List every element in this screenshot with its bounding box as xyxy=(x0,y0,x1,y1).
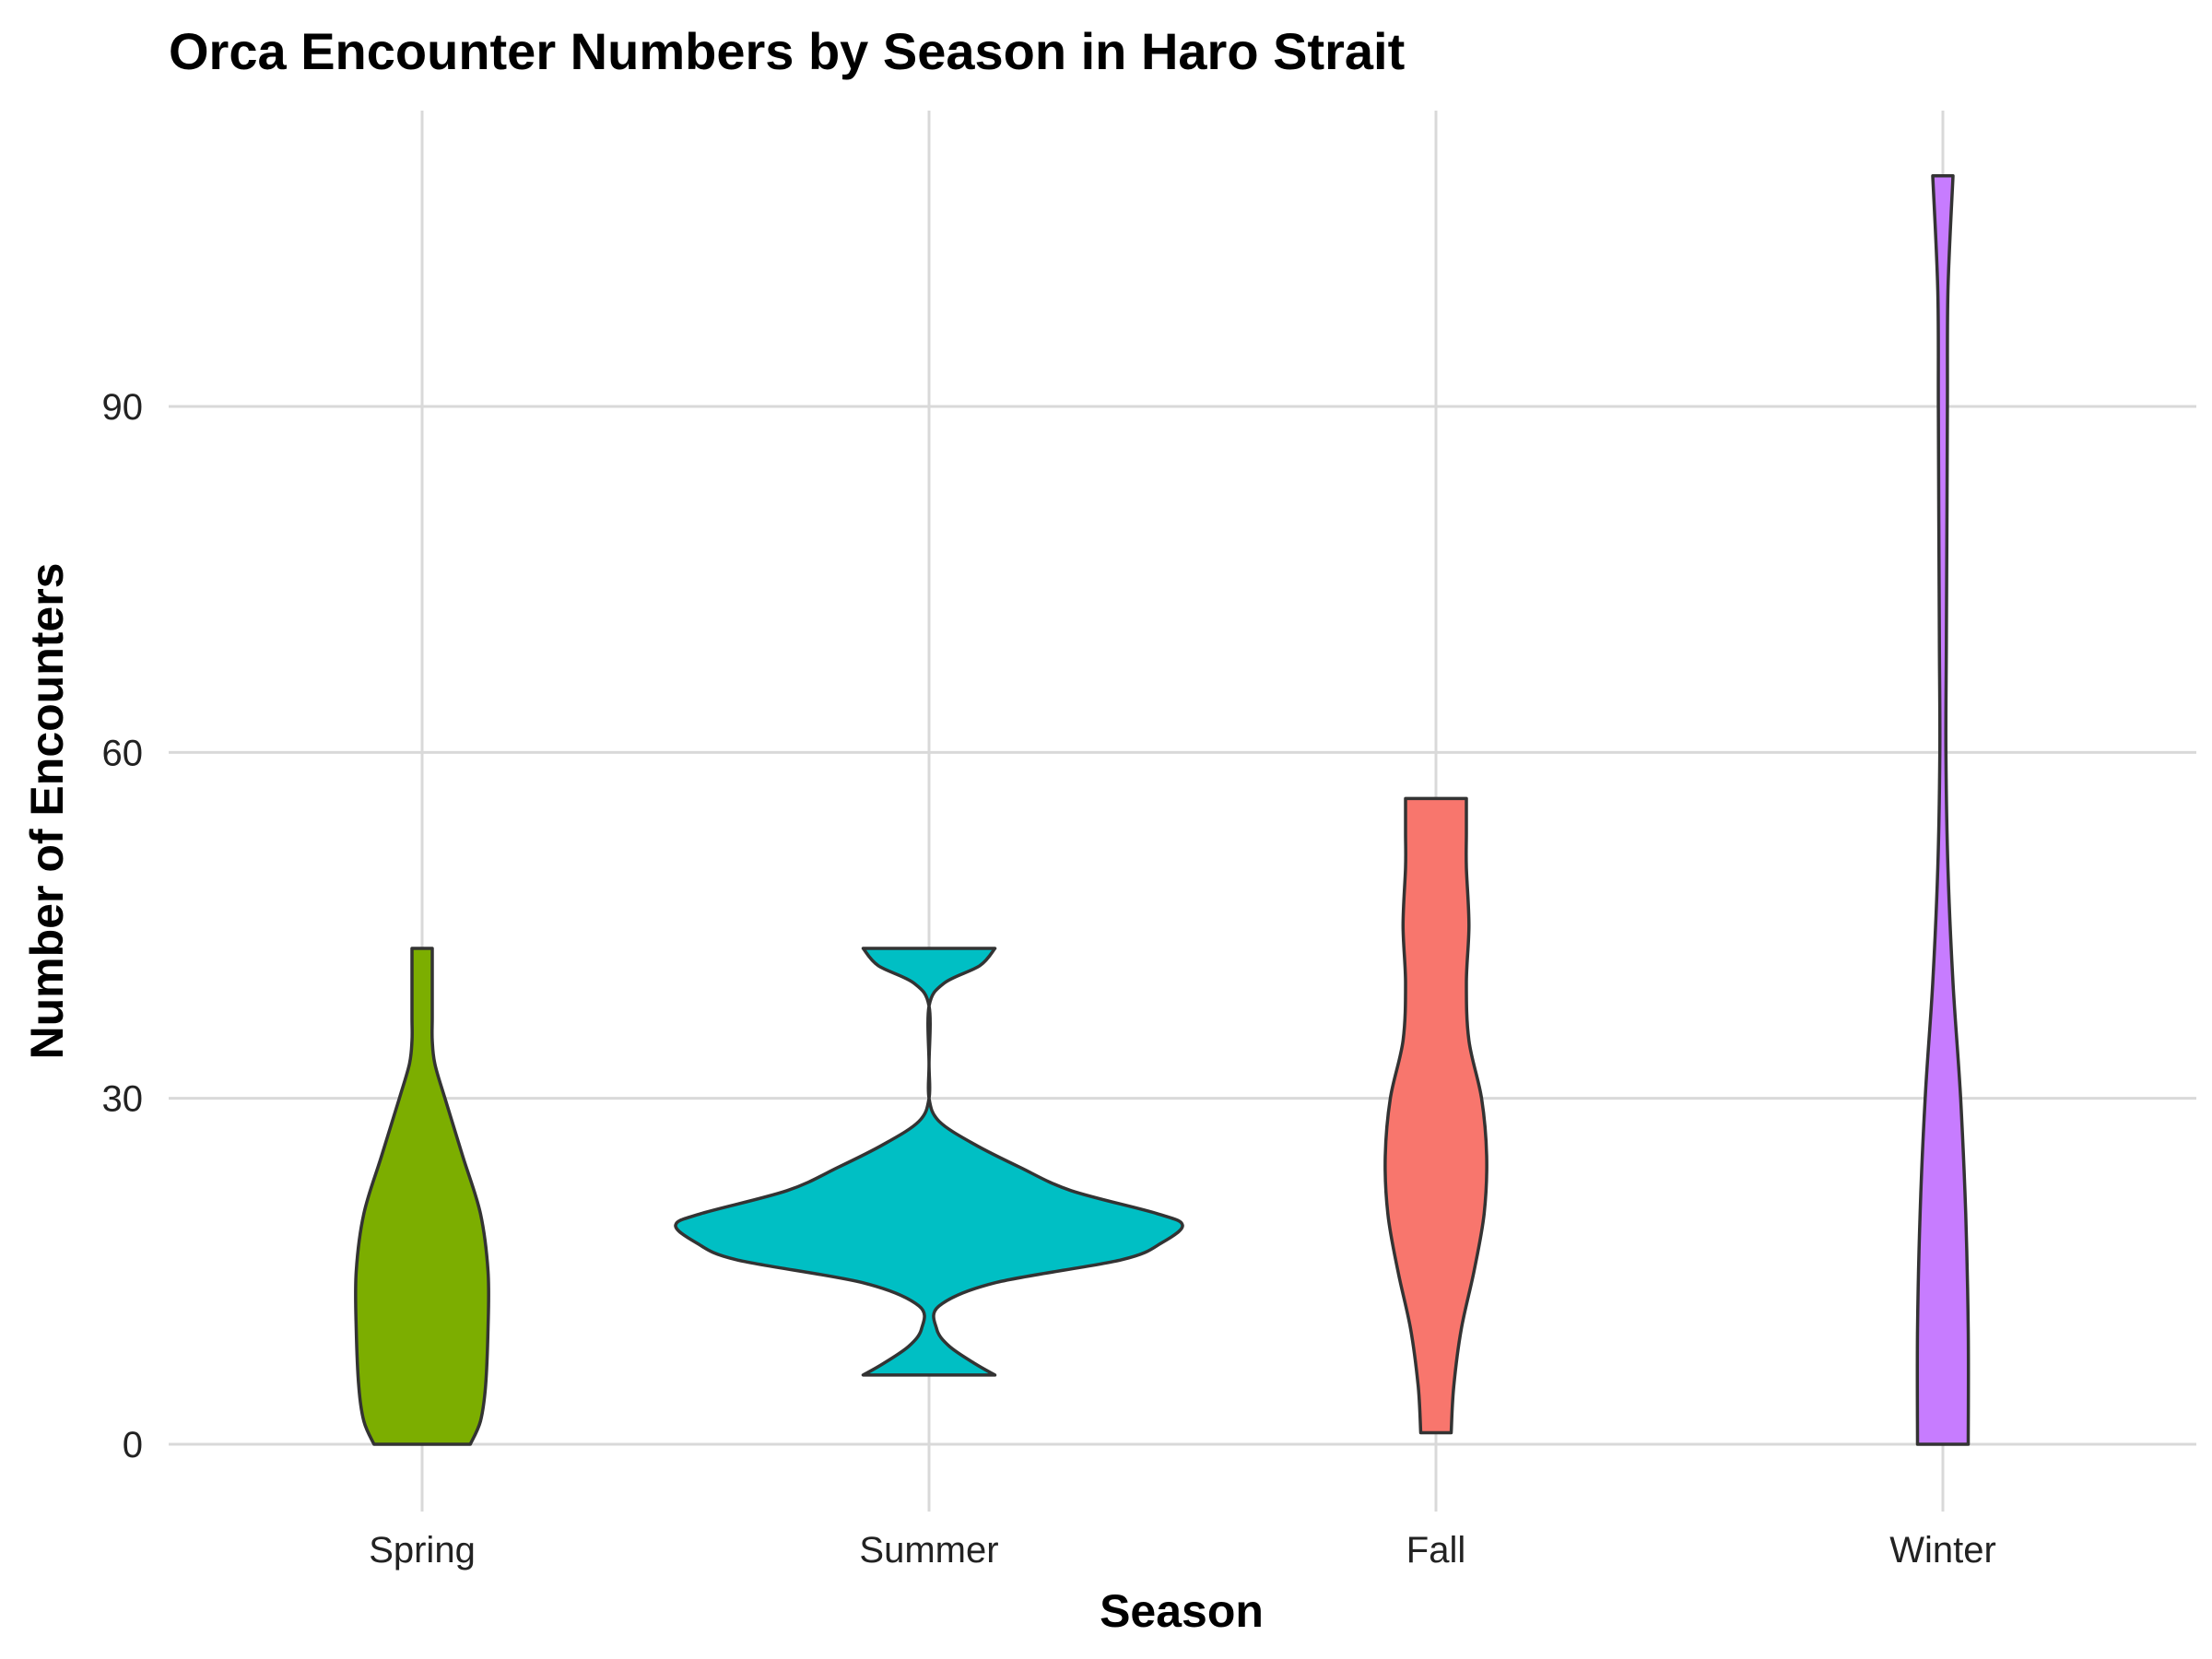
violin-winter xyxy=(1915,174,1971,1446)
x-tick-label: Winter xyxy=(1889,1530,1996,1571)
y-tick-label: 60 xyxy=(102,733,144,773)
x-axis-title: Season xyxy=(1100,1585,1264,1637)
x-tick-label: Spring xyxy=(369,1530,476,1571)
y-axis-title: Number of Encounters xyxy=(21,563,73,1060)
x-tick-label: Summer xyxy=(859,1530,998,1571)
violin-summer xyxy=(674,947,1184,1377)
y-tick-label: 0 xyxy=(123,1425,143,1465)
y-axis-ticks: 0 30 60 90 xyxy=(102,387,144,1465)
grid-lines xyxy=(169,111,2196,1512)
violin-spring xyxy=(354,947,490,1446)
violin-fall xyxy=(1383,796,1488,1435)
y-tick-label: 90 xyxy=(102,387,144,428)
x-axis-ticks: Spring Summer Fall Winter xyxy=(369,1530,1996,1571)
chart-title: Orca Encounter Numbers by Season in Haro… xyxy=(169,22,1405,80)
y-tick-label: 30 xyxy=(102,1079,144,1120)
violins xyxy=(354,174,1971,1446)
x-tick-label: Fall xyxy=(1406,1530,1465,1571)
